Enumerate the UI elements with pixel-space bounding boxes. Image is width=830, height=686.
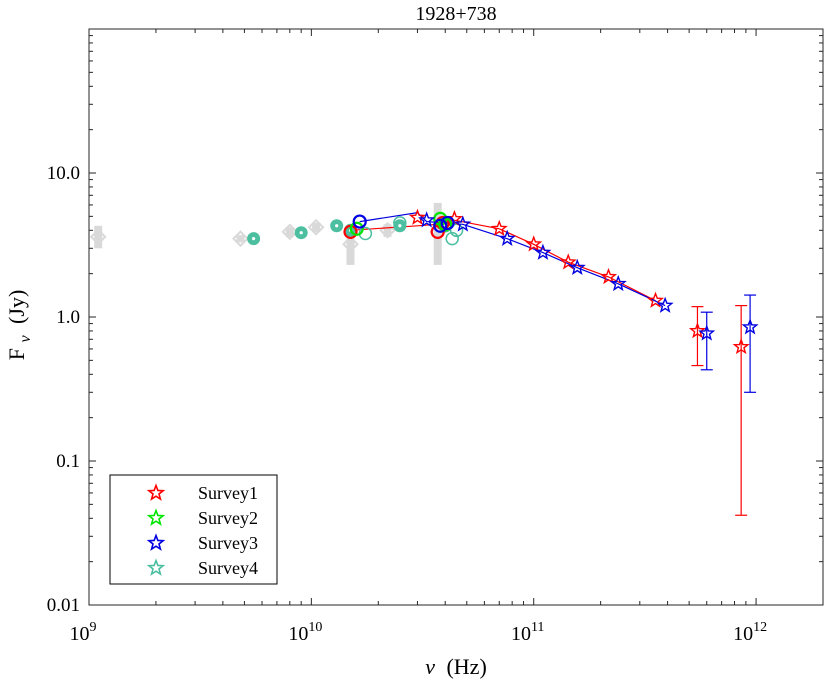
y-tick-label-1: 0.1: [56, 451, 80, 472]
survey3-star-5: [609, 274, 627, 292]
background-points-layer: [89, 202, 452, 265]
legend-box: [109, 474, 278, 585]
survey3-star-0: [418, 211, 436, 228]
background-diamond-2: [281, 223, 299, 241]
survey2-circle-0: [349, 221, 364, 236]
legend-label-1: Survey2: [198, 508, 258, 528]
survey3-star-7: [698, 324, 716, 341]
background-bar-1: [236, 235, 245, 243]
survey3-star-3: [534, 243, 552, 260]
y-axis-unit: (Jy): [4, 290, 29, 324]
x-axis-label: ν (Hz): [425, 654, 487, 679]
survey4-point-dot-2: [335, 224, 339, 228]
background-bar-6: [433, 202, 442, 265]
survey1-star-8: [732, 337, 750, 355]
survey3-star-8: [741, 318, 759, 335]
survey4-point-dot-0: [252, 237, 256, 241]
survey3-circle-1: [433, 218, 448, 233]
survey4-point-9: [449, 223, 464, 238]
x-axis-symbol: ν: [425, 654, 435, 679]
legend-label-0: Survey1: [198, 483, 258, 503]
survey1-star-0: [408, 208, 426, 225]
background-diamond-4: [342, 235, 359, 253]
x-tick-label-2: 1011: [511, 620, 544, 645]
survey1-star-2: [490, 219, 508, 237]
y-tick-label-3: 10.0: [47, 163, 80, 184]
background-diamond-0: [89, 228, 107, 246]
survey1-star-6: [646, 291, 665, 308]
y-tick-label-2: 1.0: [56, 307, 80, 328]
markers-layer: [247, 208, 759, 516]
axis-ticks-layer: 109 1010 1011 1012 0.01 0.1 1.0 10.0: [47, 29, 823, 645]
background-bar-0: [94, 225, 103, 249]
survey3-star-4: [568, 258, 586, 275]
x-tick-label-0: 109: [70, 620, 97, 645]
survey4-point-dot-1: [299, 231, 303, 235]
survey3-star-1: [454, 215, 472, 232]
survey4-point-6: [393, 216, 407, 230]
y-tick-label-0: 0.01: [47, 595, 80, 616]
background-bar-3: [312, 222, 321, 232]
background-diamond-3: [307, 218, 325, 236]
chart-title: 1928+738: [415, 3, 496, 25]
survey1-star-7: [688, 321, 707, 339]
legend-label-3: Survey4: [198, 558, 258, 578]
legend-marker-2: [146, 533, 166, 551]
background-diamond-1: [232, 230, 249, 248]
y-axis-sub: ν: [17, 335, 34, 343]
background-bar-2: [285, 227, 294, 237]
legend-label-2: Survey3: [198, 533, 258, 553]
survey1-star-4: [559, 253, 577, 270]
survey1-star-5: [599, 267, 618, 285]
x-tick-label-3: 1012: [733, 620, 767, 645]
legend: Survey1 Survey2 Survey3 Survey4: [109, 474, 278, 585]
x-axis-unit: (Hz): [446, 654, 486, 679]
survey4-point-8: [445, 231, 459, 246]
legend-marker-0: [146, 483, 166, 501]
survey3-circle-2: [440, 215, 455, 231]
y-axis-label: F ν (Jy): [4, 290, 35, 361]
legend-marker-1: [146, 508, 166, 526]
survey1-star-3: [525, 235, 543, 252]
y-axis-main: F: [4, 348, 29, 360]
survey4-point-dot-3: [398, 224, 402, 228]
survey3-star-6: [656, 296, 674, 313]
background-bar-5: [383, 224, 392, 237]
x-tick-label-1: 1010: [288, 620, 322, 645]
background-bar-4: [346, 227, 355, 265]
survey3-circle-0: [352, 214, 367, 229]
survey3-star-2: [498, 229, 516, 246]
legend-marker-3: [146, 558, 166, 576]
